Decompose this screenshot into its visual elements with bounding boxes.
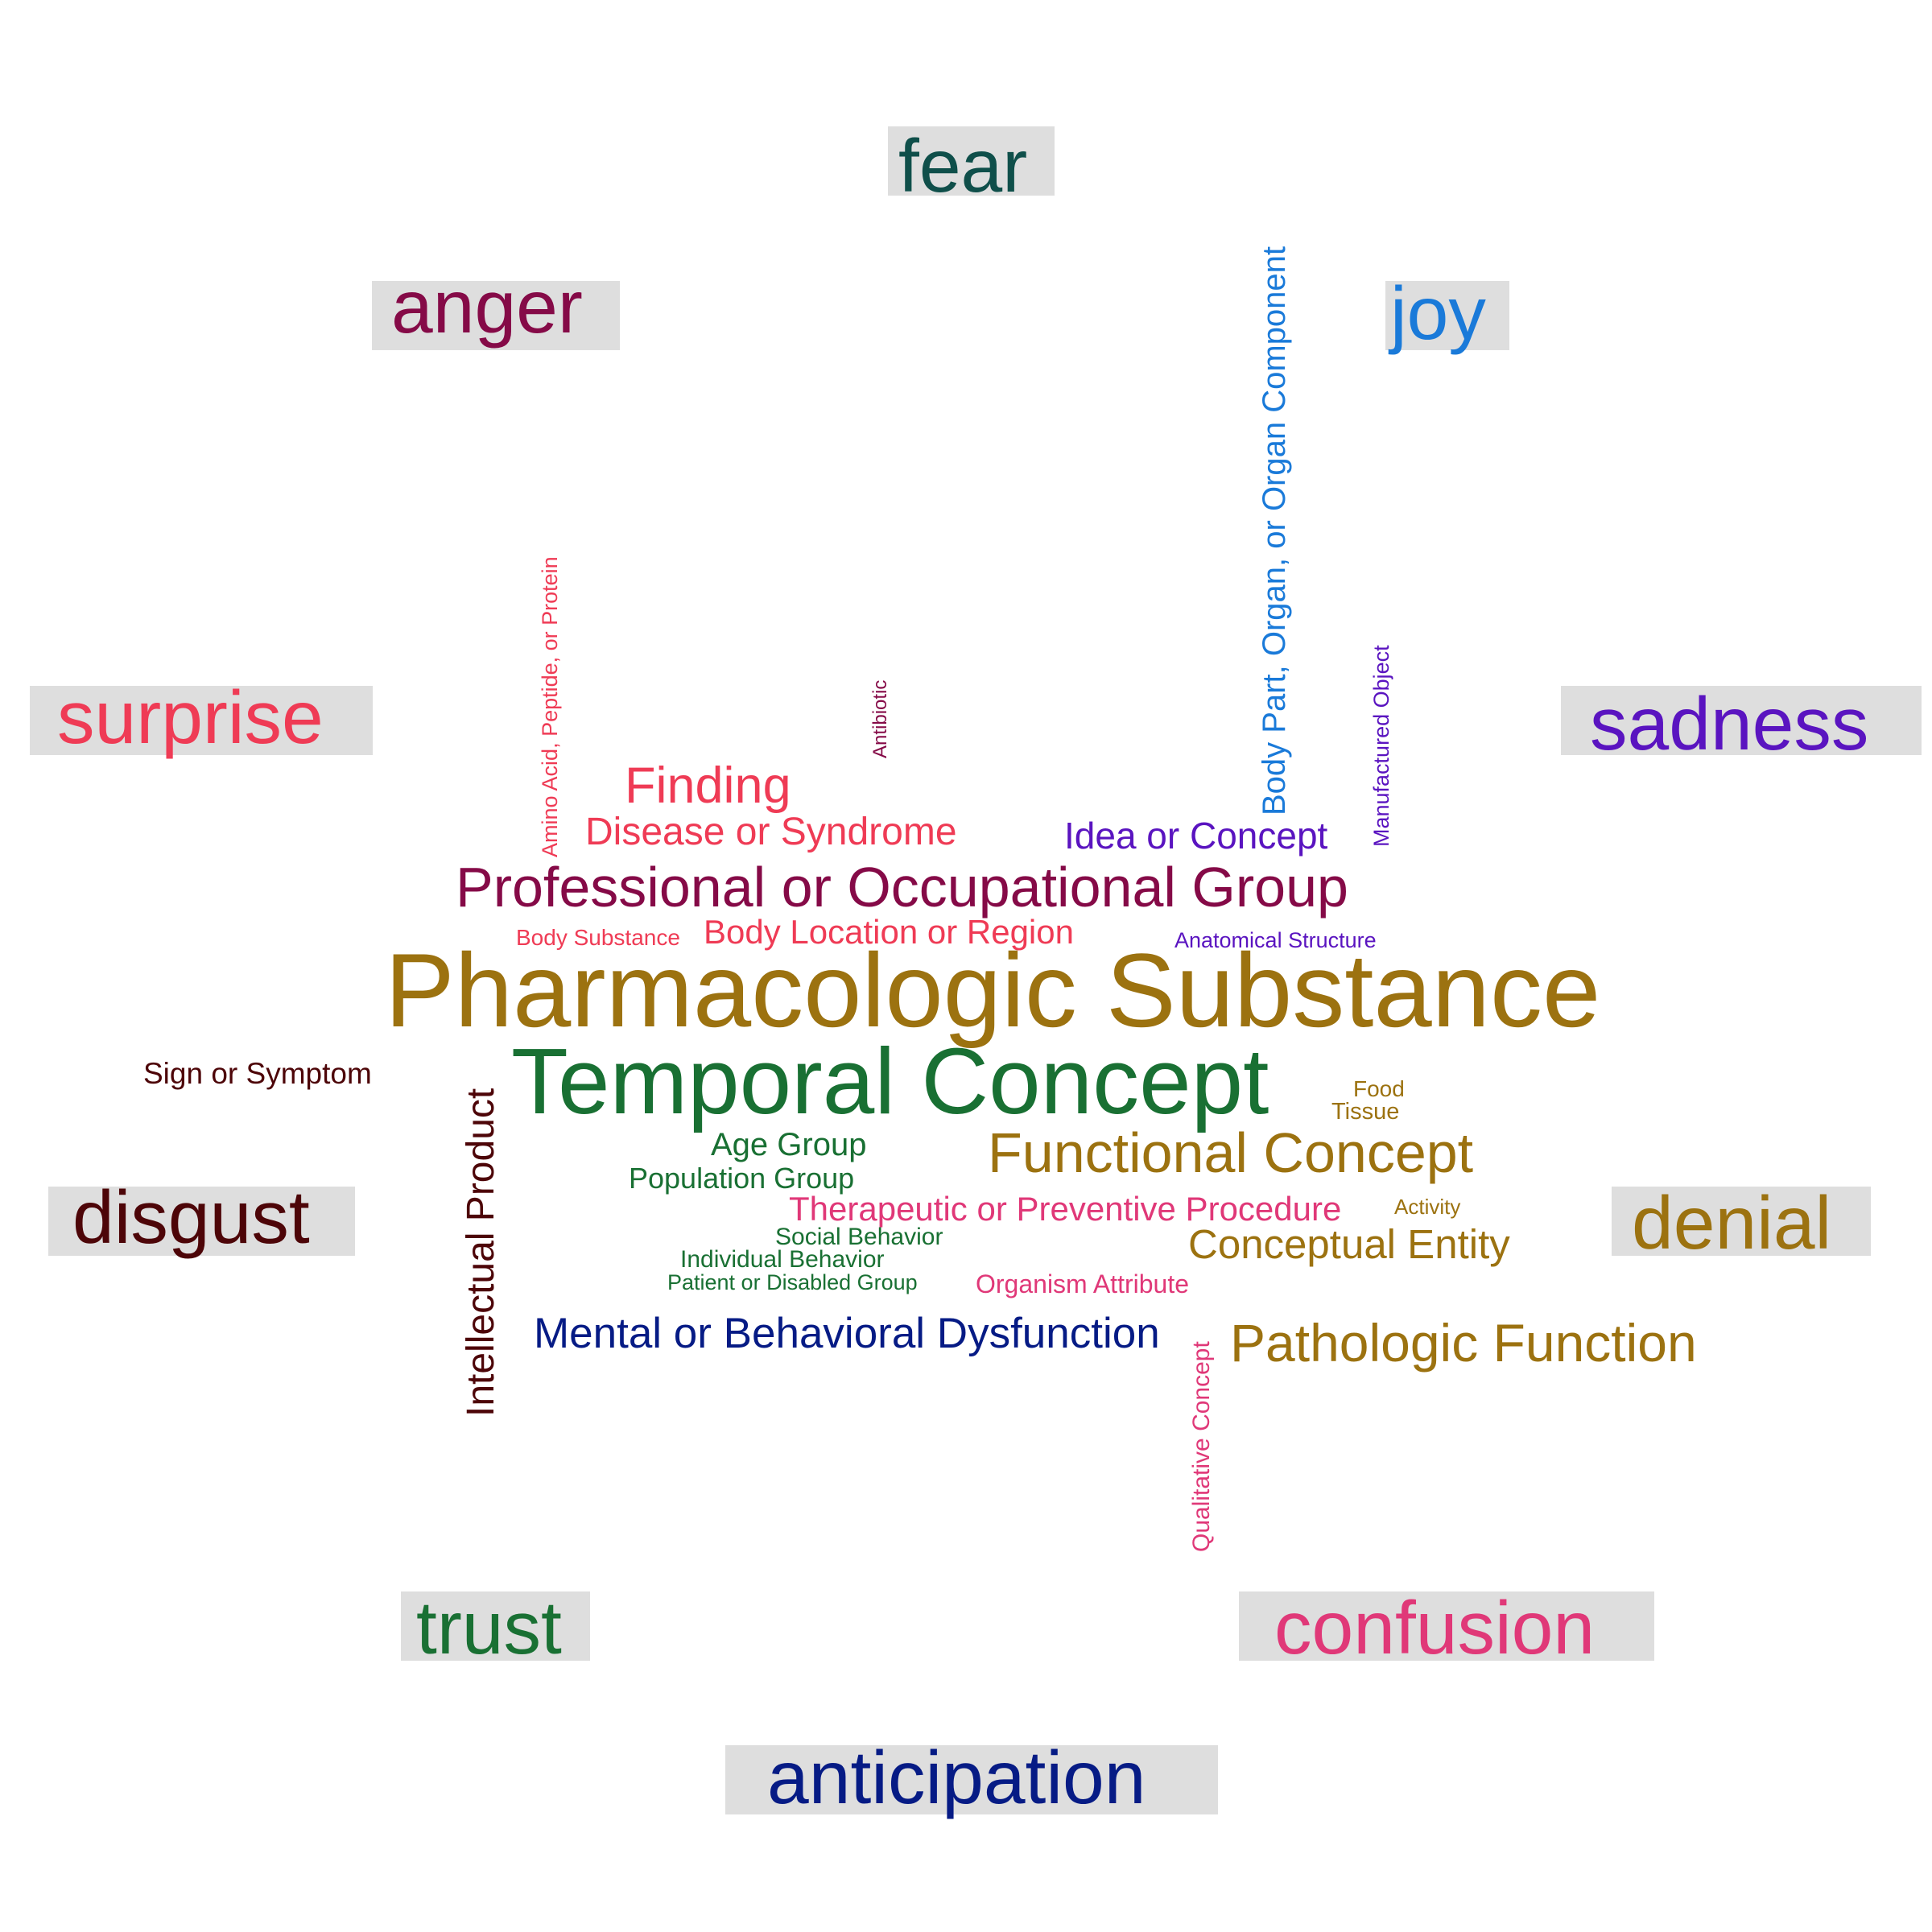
term-body-location: Body Location or Region (704, 913, 1074, 951)
term-professional-group: Professional or Occupational Group (456, 856, 1348, 919)
confusion-label: confusion (1274, 1586, 1596, 1670)
term-qualitative-concept: Qualitative Concept (1188, 1341, 1215, 1552)
denial-label: denial (1632, 1181, 1832, 1265)
term-amino-acid: Amino Acid, Peptide, or Protein (538, 556, 562, 857)
term-manufactured-object: Manufactured Object (1369, 645, 1393, 847)
term-activity: Activity (1394, 1195, 1461, 1219)
denial-label-box (1612, 1187, 1871, 1256)
surprise-label: surprise (57, 675, 324, 759)
term-patient-group: Patient or Disabled Group (667, 1270, 918, 1294)
term-conceptual-entity: Conceptual Entity (1188, 1221, 1510, 1267)
term-therapeutic-procedure: Therapeutic or Preventive Procedure (789, 1190, 1342, 1228)
term-idea-or-concept: Idea or Concept (1064, 815, 1328, 857)
term-pharmacologic-substance: Pharmacologic Substance (385, 931, 1601, 1049)
term-food: Food (1353, 1076, 1405, 1101)
fear-label: fear (898, 124, 1028, 208)
disgust-label: disgust (72, 1175, 310, 1259)
joy-label-box (1385, 281, 1509, 350)
term-antibiotic: Antibiotic (869, 679, 891, 758)
trust-label-box (401, 1591, 590, 1661)
term-disease-or-syndrome: Disease or Syndrome (585, 811, 957, 853)
term-body-substance: Body Substance (516, 925, 680, 950)
term-tissue: Tissue (1331, 1099, 1400, 1125)
fear-label-box (888, 126, 1055, 196)
term-social-behavior: Social Behavior (775, 1224, 943, 1250)
disgust-label-box (48, 1187, 355, 1256)
term-anatomical-structure: Anatomical Structure (1174, 928, 1377, 952)
term-functional-concept: Functional Concept (988, 1121, 1474, 1184)
term-intellectual-product: Intellectual Product (460, 1088, 502, 1417)
sadness-label-box (1561, 686, 1922, 755)
term-body-part: Body Part, Organ, or Organ Component (1257, 246, 1292, 815)
confusion-label-box (1239, 1591, 1654, 1661)
term-finding: Finding (625, 758, 791, 814)
joy-label: joy (1390, 271, 1486, 355)
term-organism-attribute: Organism Attribute (976, 1269, 1189, 1298)
term-sign-or-symptom: Sign or Symptom (143, 1057, 372, 1090)
term-population-group: Population Group (629, 1162, 855, 1195)
term-individual-behavior: Individual Behavior (680, 1246, 885, 1273)
term-age-group: Age Group (711, 1127, 867, 1162)
anger-label: anger (391, 265, 583, 349)
surprise-label-box (30, 686, 373, 755)
anger-label-box (372, 281, 620, 350)
term-mental-dysfunction: Mental or Behavioral Dysfunction (534, 1310, 1160, 1357)
anticipation-label: anticipation (767, 1736, 1146, 1819)
anticipation-label-box (725, 1745, 1218, 1814)
sadness-label: sadness (1590, 682, 1869, 766)
trust-label: trust (416, 1586, 562, 1670)
term-temporal-concept: Temporal Concept (511, 1029, 1269, 1133)
term-pathologic-function: Pathologic Function (1230, 1313, 1697, 1373)
